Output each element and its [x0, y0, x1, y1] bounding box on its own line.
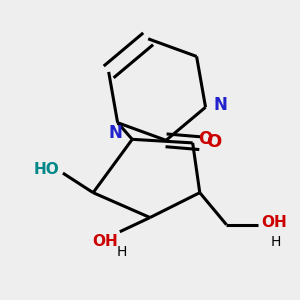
- Text: N: N: [213, 96, 227, 114]
- Text: O: O: [198, 130, 213, 148]
- Text: O: O: [206, 134, 221, 152]
- Text: HO: HO: [34, 162, 59, 177]
- Text: H: H: [116, 245, 127, 259]
- Text: H: H: [270, 235, 281, 249]
- Text: OH: OH: [261, 215, 287, 230]
- Text: OH: OH: [92, 233, 118, 248]
- Text: N: N: [109, 124, 123, 142]
